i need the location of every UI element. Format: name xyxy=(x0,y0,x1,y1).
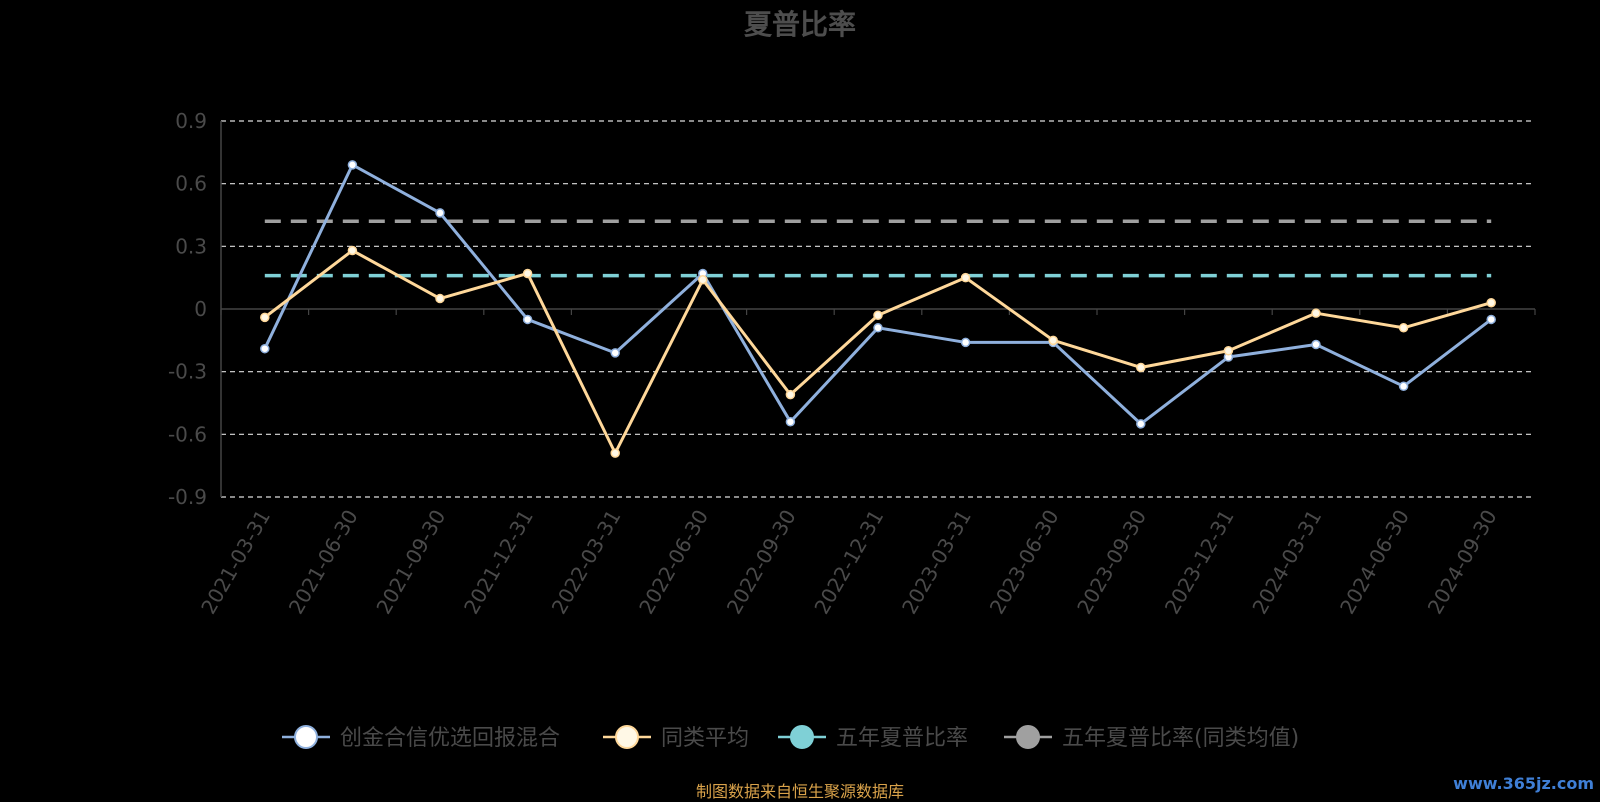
data-point xyxy=(260,343,270,354)
reference-lines xyxy=(264,219,1492,278)
data-point xyxy=(698,275,708,285)
x-tick-label: 2023-03-31 xyxy=(897,506,976,619)
data-point xyxy=(435,293,445,304)
y-tick-label: 0.3 xyxy=(175,234,207,258)
x-tick-label: 2021-06-30 xyxy=(284,506,363,619)
x-tick-label: 2024-06-30 xyxy=(1335,506,1414,619)
legend-label: 五年夏普比率(同类均值) xyxy=(1062,726,1299,751)
x-tick-label: 2024-03-31 xyxy=(1247,506,1326,619)
y-tick-label: 0.6 xyxy=(175,172,207,196)
y-tick-label: -0.9 xyxy=(168,485,207,509)
y-tick-label: 0.9 xyxy=(175,109,207,133)
data-point xyxy=(1486,297,1496,308)
data-point xyxy=(1398,381,1409,392)
series-lines xyxy=(260,160,1496,458)
legend-marker xyxy=(294,725,318,749)
legend-marker xyxy=(1016,725,1040,749)
data-point xyxy=(522,314,533,325)
data-point xyxy=(1136,419,1146,429)
series-line xyxy=(263,163,1493,426)
watermark: www.365jz.com xyxy=(1453,774,1594,793)
x-tick-label: 2023-09-30 xyxy=(1072,506,1151,619)
x-tick-label: 2023-12-31 xyxy=(1160,506,1239,619)
data-point xyxy=(873,323,883,333)
data-point xyxy=(1398,323,1409,333)
x-tick-label: 2022-12-31 xyxy=(809,506,888,619)
data-point xyxy=(1136,362,1146,373)
data-point xyxy=(785,417,796,427)
data-point xyxy=(347,160,358,170)
series-line xyxy=(263,249,1492,455)
data-point xyxy=(1311,308,1321,318)
data-point xyxy=(1223,346,1234,356)
x-tick-label: 2022-06-30 xyxy=(634,506,713,619)
y-tick-label: 0 xyxy=(194,297,207,321)
x-tick-label: 2023-06-30 xyxy=(985,506,1064,619)
legend: 创金合信优选回报混合 同类平均 五年夏普比率 五年夏普比率(同类均值) xyxy=(282,725,1299,751)
legend-label: 创金合信优选回报混合 xyxy=(340,726,560,751)
data-point xyxy=(960,337,971,348)
data-point xyxy=(435,208,445,218)
chart-title: 夏普比率 xyxy=(744,8,856,41)
x-tick-label: 2021-09-30 xyxy=(371,506,450,619)
x-tick-label: 2024-09-30 xyxy=(1423,506,1502,619)
legend-marker xyxy=(790,725,814,749)
data-point xyxy=(1048,335,1058,346)
data-point xyxy=(960,272,971,283)
data-point xyxy=(785,389,796,400)
data-point xyxy=(1311,339,1321,350)
data-point xyxy=(1486,314,1496,325)
legend-label: 同类平均 xyxy=(661,726,749,751)
data-point xyxy=(610,348,620,358)
y-tick-label: -0.6 xyxy=(168,422,207,446)
x-tick-label: 2021-03-31 xyxy=(196,506,275,619)
legend-marker xyxy=(615,725,639,749)
data-source-note: 制图数据来自恒生聚源数据库 xyxy=(695,782,904,801)
data-point xyxy=(347,245,358,256)
data-point xyxy=(522,268,533,279)
grid-lines xyxy=(221,120,1535,498)
data-point xyxy=(260,312,270,323)
data-point xyxy=(610,448,620,458)
data-point xyxy=(873,310,883,321)
y-tick-label: -0.3 xyxy=(168,360,207,384)
x-tick-label: 2022-09-30 xyxy=(722,506,801,619)
legend-label: 五年夏普比率 xyxy=(836,726,968,751)
x-tick-label: 2021-12-31 xyxy=(459,506,538,619)
x-tick-label: 2022-03-31 xyxy=(547,506,626,619)
